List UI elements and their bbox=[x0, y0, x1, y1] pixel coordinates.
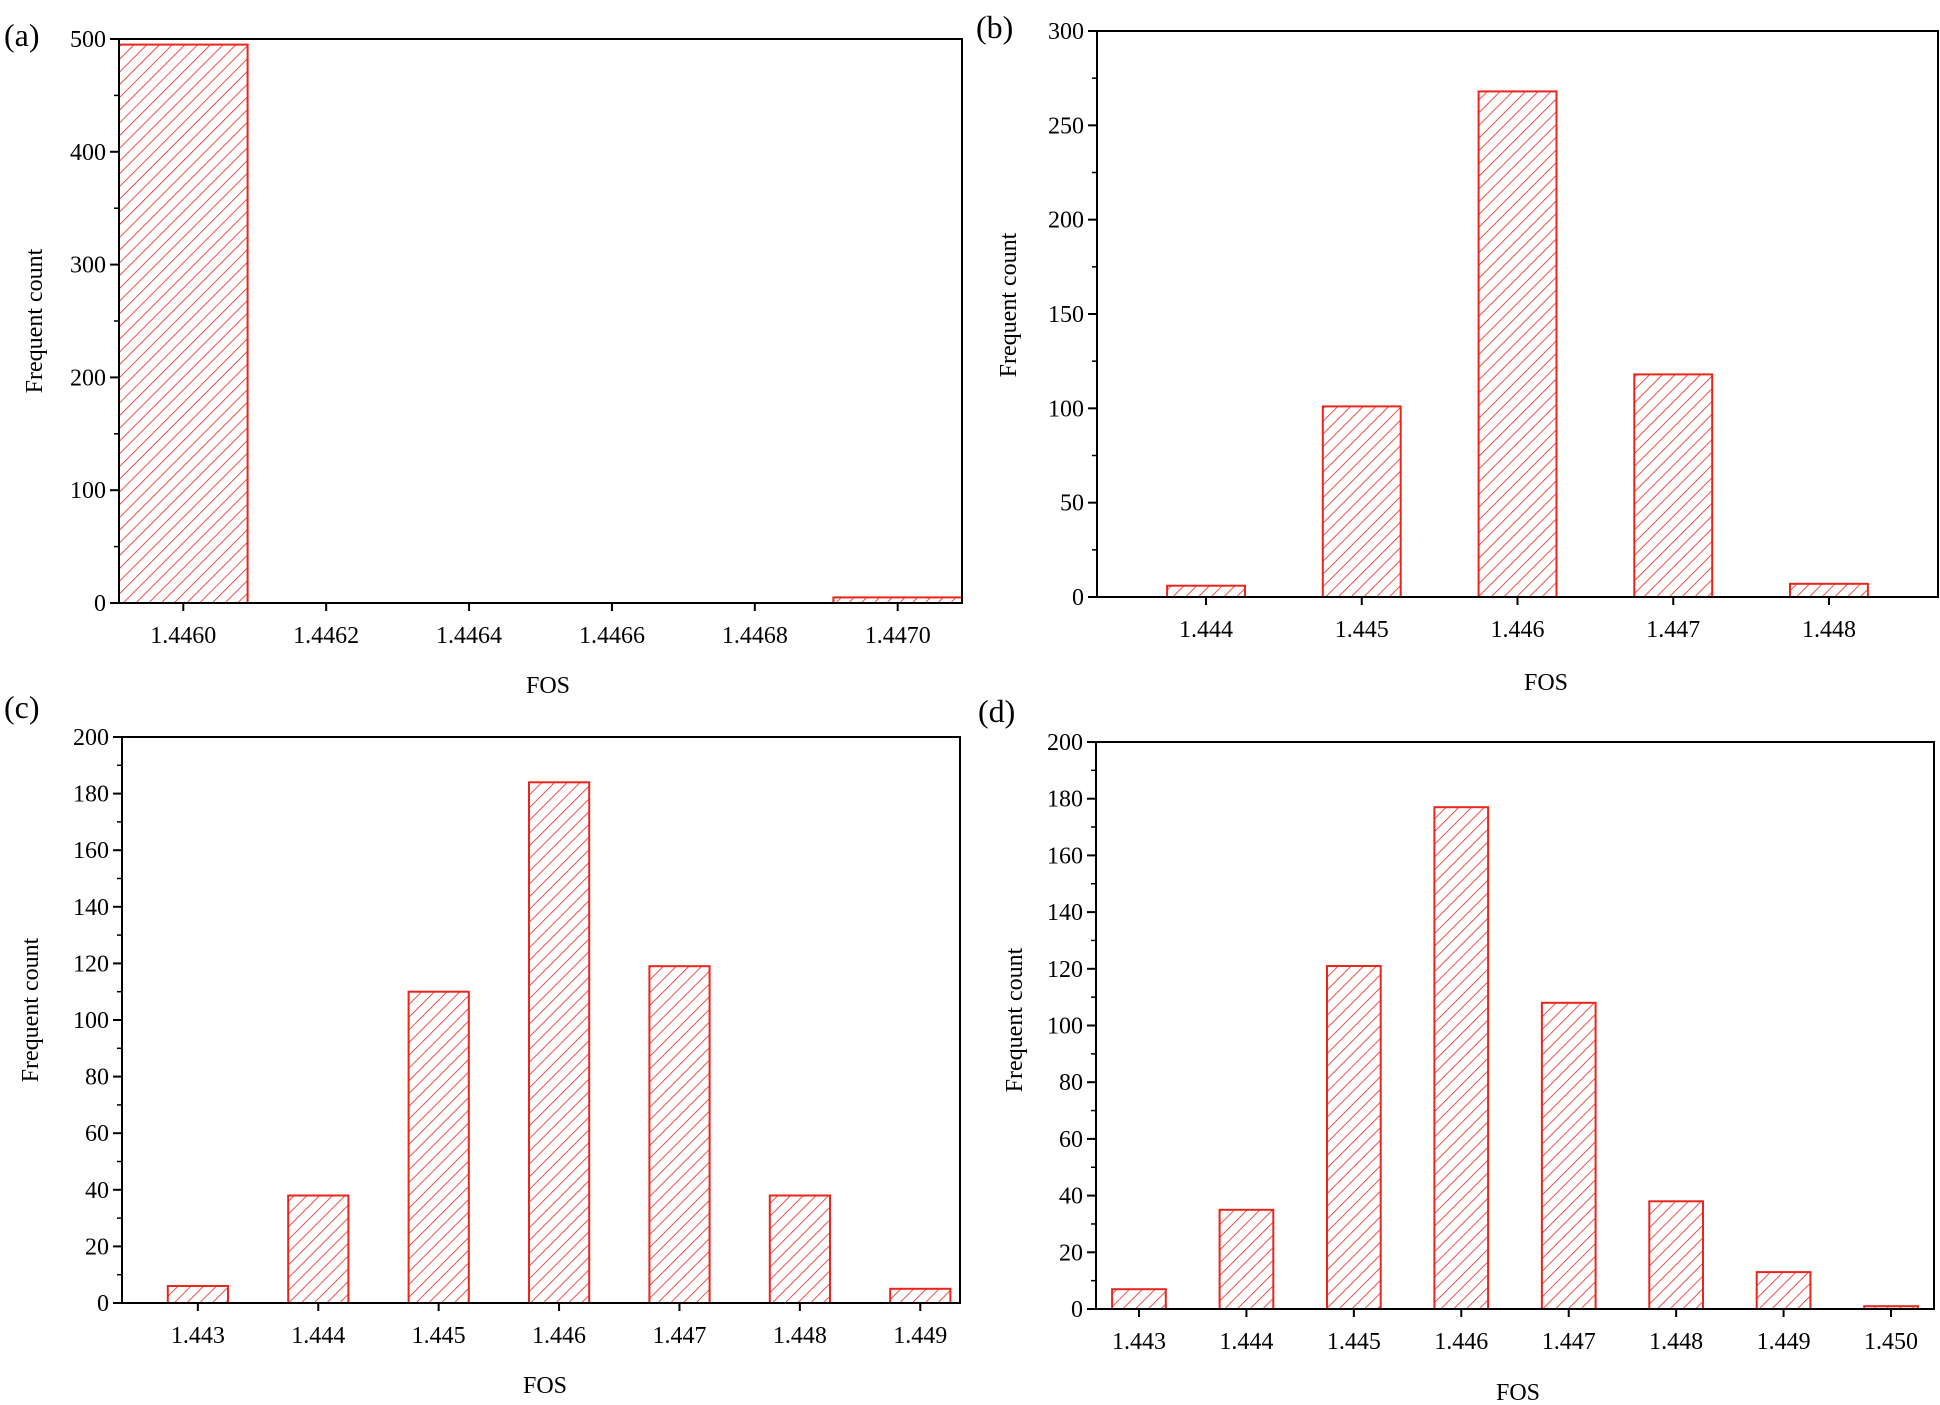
x-axis-title: FOS bbox=[523, 1373, 567, 1399]
x-tick-label: 1.447 bbox=[1542, 1329, 1596, 1355]
y-tick-label: 250 bbox=[1048, 113, 1084, 139]
y-axis-title: Frequent count bbox=[18, 937, 44, 1082]
y-tick-label: 200 bbox=[70, 365, 106, 391]
y-tick-label: 20 bbox=[85, 1234, 109, 1260]
y-axis-title: Frequent count bbox=[22, 248, 48, 393]
y-tick-label: 0 bbox=[1072, 585, 1084, 611]
y-tick-label: 140 bbox=[1047, 900, 1083, 926]
x-tick-label: 1.444 bbox=[291, 1323, 345, 1349]
y-tick-label: 200 bbox=[73, 725, 109, 751]
bar-3 bbox=[407, 990, 470, 1304]
x-tick-label: 1.444 bbox=[1179, 617, 1233, 643]
y-tick-label: 100 bbox=[1047, 1014, 1083, 1040]
bar-2 bbox=[287, 1194, 350, 1304]
panel-a: (a) Frequent count FOS 0 100 200 300 400 500 1… bbox=[4, 17, 964, 699]
bar-5 bbox=[1540, 1001, 1597, 1310]
x-tick-label: 1.4460 bbox=[150, 623, 216, 649]
y-tick-label: 40 bbox=[1059, 1184, 1083, 1210]
y-tick-label: 180 bbox=[73, 782, 109, 808]
x-tick-label: 1.447 bbox=[1646, 617, 1700, 643]
y-tick-label: 80 bbox=[1059, 1070, 1083, 1096]
x-tick-label: 1.446 bbox=[1434, 1329, 1488, 1355]
bar-7 bbox=[1755, 1271, 1812, 1310]
y-tick-label: 100 bbox=[73, 1008, 109, 1034]
bar-5 bbox=[648, 965, 711, 1304]
panel-label: (a) bbox=[4, 17, 40, 53]
y-tick-label: 120 bbox=[73, 951, 109, 977]
bar-6 bbox=[768, 1194, 831, 1304]
y-tick-label: 0 bbox=[97, 1291, 109, 1317]
x-axis-title: FOS bbox=[526, 673, 570, 699]
x-tick-label: 1.443 bbox=[171, 1323, 225, 1349]
x-tick-label: 1.448 bbox=[1649, 1329, 1703, 1355]
y-tick-label: 160 bbox=[1047, 843, 1083, 869]
y-tick-label: 180 bbox=[1047, 787, 1083, 813]
x-tick-label: 1.448 bbox=[1802, 617, 1856, 643]
x-tick-label: 1.444 bbox=[1219, 1329, 1273, 1355]
y-tick-label: 200 bbox=[1047, 730, 1083, 756]
bar-1 bbox=[1111, 1288, 1167, 1310]
y-tick-label: 0 bbox=[1071, 1297, 1083, 1323]
bar-4 bbox=[528, 781, 591, 1304]
panel-d: (d) Frequent count FOS 0 20 40 60 80 100 120 14… bbox=[978, 693, 1935, 1405]
y-axis-title: Frequent count bbox=[1002, 947, 1028, 1092]
x-tick-label: 1.445 bbox=[1335, 617, 1389, 643]
bar-1 bbox=[1166, 584, 1246, 599]
panel-label: (d) bbox=[978, 693, 1015, 729]
y-axis-title: Frequent count bbox=[996, 232, 1022, 377]
x-tick-label: 1.449 bbox=[893, 1323, 947, 1349]
bar-2 bbox=[1321, 405, 1402, 598]
panel-label: (c) bbox=[4, 689, 40, 725]
bar-3 bbox=[1477, 90, 1558, 599]
x-tick-label: 1.447 bbox=[652, 1323, 706, 1349]
x-tick-label: 1.4466 bbox=[579, 623, 645, 649]
x-axis-title: FOS bbox=[1496, 1380, 1540, 1405]
y-tick-label: 100 bbox=[1048, 396, 1084, 422]
bar-7 bbox=[889, 1287, 952, 1305]
x-tick-label: 1.445 bbox=[1327, 1329, 1381, 1355]
y-tick-label: 120 bbox=[1047, 957, 1083, 983]
bar-1 bbox=[118, 43, 249, 605]
y-tick-label: 20 bbox=[1059, 1240, 1083, 1266]
y-tick-label: 160 bbox=[73, 838, 109, 864]
bar-2 bbox=[1218, 1208, 1275, 1311]
y-tick-label: 60 bbox=[1059, 1127, 1083, 1153]
x-tick-label: 1.446 bbox=[532, 1323, 586, 1349]
y-tick-label: 500 bbox=[70, 27, 106, 53]
bar-6 bbox=[1648, 1200, 1705, 1311]
y-tick-label: 60 bbox=[85, 1121, 109, 1147]
panel-b: (b) Frequent count FOS 0 50 100 150 200 250 30… bbox=[976, 9, 1939, 696]
y-tick-label: 0 bbox=[94, 591, 106, 617]
y-tick-label: 150 bbox=[1048, 302, 1084, 328]
x-tick-label: 1.4470 bbox=[865, 623, 931, 649]
x-tick-label: 1.443 bbox=[1112, 1329, 1166, 1355]
y-tick-label: 50 bbox=[1060, 491, 1084, 517]
x-tick-label: 1.4468 bbox=[722, 623, 788, 649]
x-tick-label: 1.445 bbox=[412, 1323, 466, 1349]
y-tick-label: 400 bbox=[70, 140, 106, 166]
x-tick-label: 1.4462 bbox=[293, 623, 359, 649]
bar-3 bbox=[1326, 965, 1382, 1310]
panel-label: (b) bbox=[976, 9, 1013, 45]
y-tick-label: 200 bbox=[1048, 208, 1084, 234]
panel-c: (c) Frequent count FOS 0 20 40 60 80 100 120 14… bbox=[4, 689, 961, 1399]
bar-1 bbox=[166, 1285, 230, 1304]
x-tick-label: 1.449 bbox=[1757, 1329, 1811, 1355]
bar-4 bbox=[1433, 806, 1490, 1310]
y-tick-label: 140 bbox=[73, 895, 109, 921]
bar-4 bbox=[1633, 373, 1714, 598]
y-tick-label: 80 bbox=[85, 1065, 109, 1091]
y-tick-label: 100 bbox=[70, 478, 106, 504]
x-axis-title: FOS bbox=[1524, 670, 1568, 696]
x-tick-label: 1.446 bbox=[1491, 617, 1545, 643]
bar-5 bbox=[1789, 582, 1869, 598]
y-tick-label: 300 bbox=[70, 253, 106, 279]
x-tick-label: 1.4464 bbox=[436, 623, 502, 649]
x-tick-label: 1.448 bbox=[773, 1323, 827, 1349]
y-tick-label: 300 bbox=[1048, 19, 1084, 45]
x-tick-label: 1.450 bbox=[1864, 1329, 1918, 1355]
y-tick-label: 40 bbox=[85, 1178, 109, 1204]
